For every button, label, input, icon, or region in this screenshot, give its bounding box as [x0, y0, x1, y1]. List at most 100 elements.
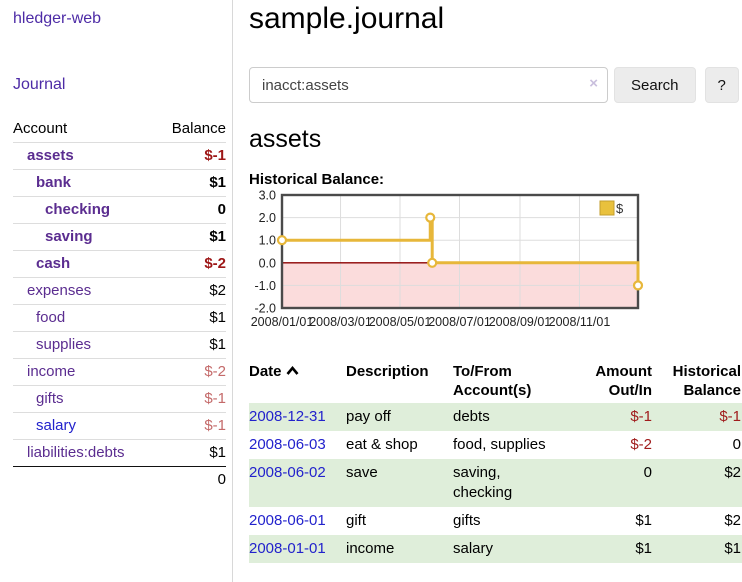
account-row: bank $1 [13, 169, 226, 197]
transaction-accounts: debts [453, 408, 490, 425]
transaction-amount: $1 [635, 512, 652, 529]
account-link-bank[interactable]: bank [36, 174, 72, 191]
chart-border [280, 193, 640, 310]
account-link-saving[interactable]: saving [45, 228, 93, 245]
account-balance: $1 [156, 169, 226, 197]
chart-ytick-label: -1.0 [254, 279, 276, 293]
historical-balance-chart: 3.0 2.0 1.0 0.0 -1.0 -2.0 2008/01/01 2008/03/01… [249, 189, 737, 339]
transaction-row: 2008-01-01 income salary $1 $1 [249, 535, 742, 563]
col-header-date[interactable]: Date [249, 359, 346, 403]
account-row: salary $-1 [13, 412, 226, 440]
transaction-description: eat & shop [346, 436, 418, 453]
transaction-balance: 0 [732, 436, 741, 453]
account-row: assets $-1 [13, 142, 226, 170]
account-link-food[interactable]: food [36, 309, 66, 326]
chart-data-marker [276, 235, 288, 246]
chart-ytick-label: 1.0 [259, 234, 276, 248]
account-link-supplies[interactable]: supplies [36, 336, 92, 353]
account-heading: assets [249, 125, 322, 153]
account-row: expenses $2 [13, 277, 226, 305]
transaction-accounts: salary [453, 540, 494, 557]
account-row: income $-2 [13, 358, 226, 386]
transaction-amount: $-2 [630, 436, 652, 453]
account-row: gifts $-1 [13, 385, 226, 413]
account-link-liabilities-debts[interactable]: liabilities:debts [27, 444, 125, 461]
chart-data-marker [632, 280, 644, 291]
search-input[interactable] [249, 67, 608, 103]
page-title: sample.journal [249, 2, 445, 35]
chart-ytick-label: 3.0 [259, 189, 276, 203]
chart-xtick-label: 2008/05/01 [369, 315, 432, 329]
transaction-row: 2008-06-02 save saving, checking 0 $2 [249, 459, 742, 507]
account-link-income[interactable]: income [27, 363, 76, 380]
chart-legend-swatch [599, 200, 615, 216]
transaction-amount: $1 [635, 540, 652, 557]
account-row: food $1 [13, 304, 226, 332]
transaction-date-link[interactable]: 2008-06-01 [249, 512, 326, 529]
chart-legend-label: $ [616, 201, 624, 216]
chart-data-marker [425, 212, 436, 223]
transaction-row: 2008-06-03 eat & shop food, supplies $-2 0 [249, 431, 742, 459]
transaction-description: gift [346, 512, 367, 529]
account-row: cash $-2 [13, 250, 226, 278]
search-button[interactable]: Search [614, 67, 696, 103]
transaction-description: save [346, 464, 378, 481]
account-balance: $1 [156, 439, 226, 467]
sort-asc-icon [286, 362, 299, 381]
col-header-amount: Amount Out/In [595, 363, 652, 399]
transaction-balance: $1 [724, 540, 741, 557]
clear-search-icon[interactable]: × [589, 75, 598, 92]
account-link-salary[interactable]: salary [36, 417, 77, 434]
account-row: saving $1 [13, 223, 226, 251]
account-link-checking[interactable]: checking [45, 201, 111, 218]
account-balance: $1 [156, 223, 226, 251]
chart-xtick-label: 2008/07/01 [428, 315, 491, 329]
chart-xtick-label: 2008/03/01 [309, 315, 372, 329]
col-header-description: Description [346, 363, 429, 380]
transaction-accounts: food, supplies [453, 436, 546, 453]
account-row: supplies $1 [13, 331, 226, 359]
transaction-description: income [346, 540, 395, 557]
accounts-total-row: 0 [13, 466, 226, 493]
chart-xtick-label: 2008/01/01 [251, 315, 314, 329]
transaction-amount: $-1 [630, 408, 652, 425]
transaction-amount: 0 [643, 464, 652, 481]
col-header-balance: Historical Balance [672, 363, 741, 399]
account-link-expenses[interactable]: expenses [27, 282, 92, 299]
accounts-total-value: 0 [156, 466, 226, 493]
search-row: × Search ? [249, 67, 739, 103]
account-balance: $1 [156, 331, 226, 359]
help-button[interactable]: ? [704, 67, 739, 103]
account-link-assets[interactable]: assets [27, 147, 74, 164]
account-link-cash[interactable]: cash [36, 255, 71, 272]
sidebar-item-journal[interactable]: Journal [13, 76, 66, 93]
account-balance: 0 [156, 196, 226, 224]
transaction-date-link[interactable]: 2008-12-31 [249, 408, 326, 425]
brand-link[interactable]: hledger-web [13, 10, 102, 27]
transaction-date-link[interactable]: 2008-06-03 [249, 436, 326, 453]
chart-ytick-label: -2.0 [254, 302, 276, 316]
accounts-header-account: Account [13, 120, 68, 137]
transaction-balance: $-1 [719, 408, 741, 425]
account-balance: $-2 [156, 250, 226, 278]
account-balance: $-1 [156, 412, 226, 440]
transaction-row: 2008-06-01 gift gifts $1 $2 [249, 507, 742, 535]
transaction-date-link[interactable]: 2008-06-02 [249, 464, 326, 481]
transaction-row: 2008-12-31 pay off debts $-1 $-1 [249, 403, 742, 431]
accounts-table: Account Balance assets $-1 bank $1 checking 0… [13, 116, 226, 493]
transaction-balance: $2 [724, 464, 741, 481]
transaction-accounts: saving, checking [453, 464, 513, 501]
main-content: sample.journal × Search ? assets Histori… [234, 0, 742, 563]
chart-ytick-label: 2.0 [259, 211, 276, 225]
account-balance: $2 [156, 277, 226, 305]
account-link-gifts[interactable]: gifts [36, 390, 64, 407]
chart-canvas: 3.0 2.0 1.0 0.0 -1.0 -2.02008/01/012008/03/01… [251, 189, 644, 329]
transaction-description: pay off [346, 408, 391, 425]
account-row: liabilities:debts $1 [13, 439, 226, 467]
account-balance: $1 [156, 304, 226, 332]
transaction-date-link[interactable]: 2008-01-01 [249, 540, 326, 557]
transactions-table: Date Description To/From Account(s) Amou… [249, 359, 742, 563]
chart-xtick-label: 2008/09/01 [489, 315, 552, 329]
chart-xtick-label: 2008/11/01 [549, 315, 611, 329]
account-row: checking 0 [13, 196, 226, 224]
